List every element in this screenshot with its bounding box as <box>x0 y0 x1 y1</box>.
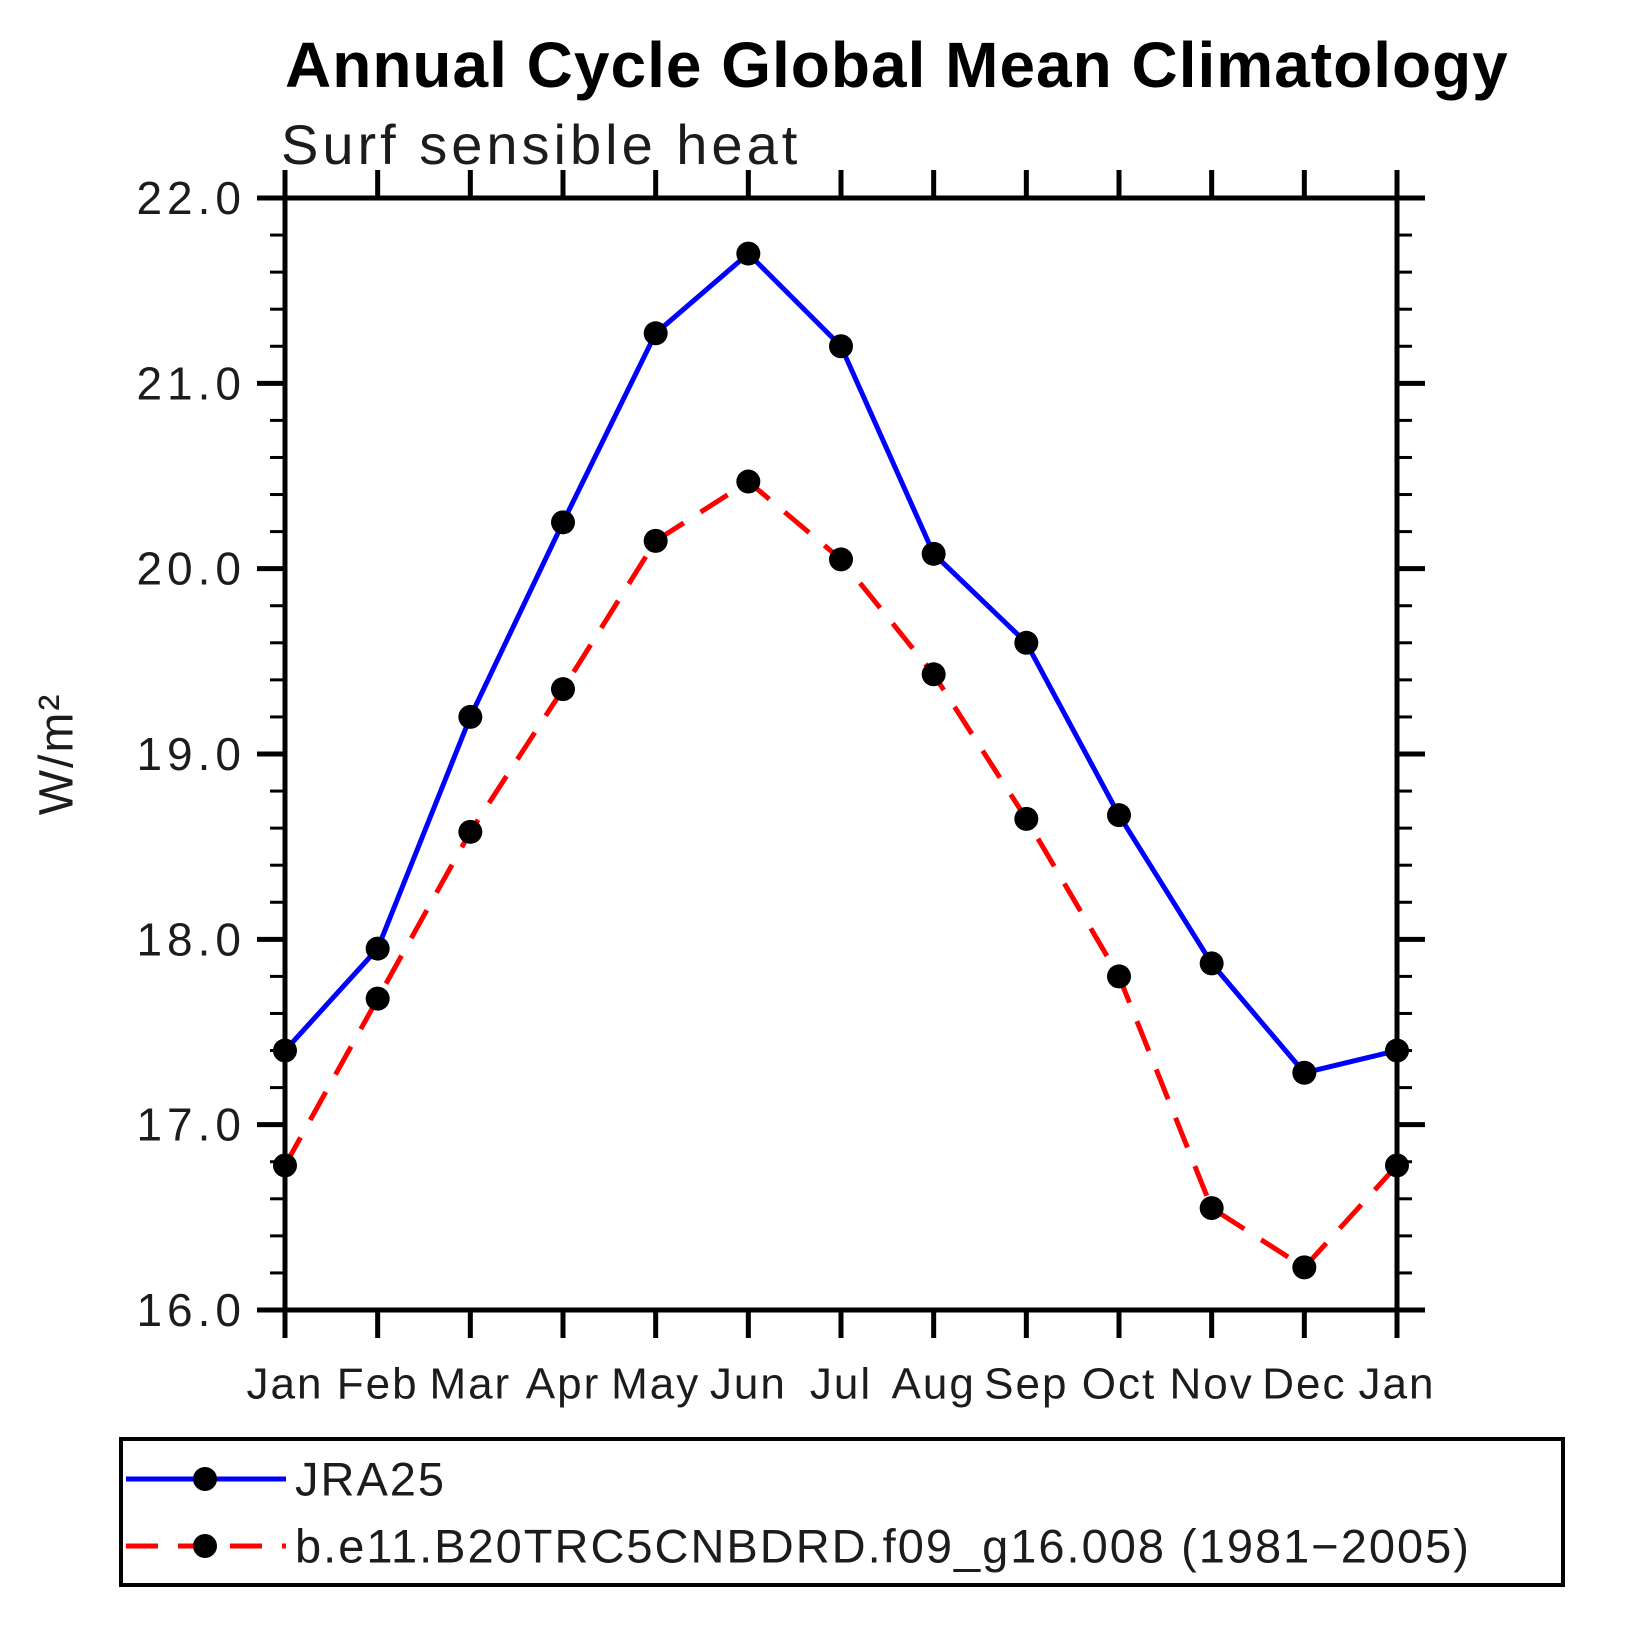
data-point-1-Nov <box>1199 1196 1224 1221</box>
x-tick-label: Feb <box>337 1360 419 1409</box>
data-point-1-Jan <box>273 1153 297 1178</box>
data-point-1-Jan <box>1385 1153 1409 1178</box>
plot-frame <box>282 195 1400 1313</box>
legend-label-jra25: JRA25 <box>295 1453 446 1506</box>
x-tick-label: Apr <box>526 1360 600 1409</box>
data-point-0-Jan <box>1385 1038 1409 1063</box>
data-point-1-Apr <box>551 677 575 702</box>
axes-group: 16.0 17.0 18.0 19.0 20.0 21.0 22.0 Jan Feb Mar Apr… <box>136 170 1436 1409</box>
data-point-1-Jun <box>736 469 761 494</box>
data-point-1-Sep <box>1014 806 1039 831</box>
series-group <box>273 241 1409 1280</box>
data-point-1-Dec <box>1292 1255 1317 1280</box>
x-tick-label: Nov <box>1170 1360 1254 1409</box>
y-tick-label: 19.0 <box>136 728 246 780</box>
data-point-0-Nov <box>1199 951 1224 976</box>
series-line-1 <box>282 479 1399 1270</box>
x-tick-label: Aug <box>892 1360 976 1409</box>
legend-marker-jra25 <box>193 1467 217 1491</box>
data-point-1-May <box>643 528 668 553</box>
y-tick-label: 16.0 <box>136 1284 246 1336</box>
data-point-0-May <box>643 321 668 346</box>
data-point-0-Dec <box>1292 1060 1317 1085</box>
chart-title: Annual Cycle Global Mean Climatology <box>285 29 1509 101</box>
x-tick-label: Oct <box>1082 1360 1156 1409</box>
data-point-0-Jul <box>829 334 853 359</box>
x-tick-label: Jun <box>710 1360 787 1409</box>
x-tick-label: Mar <box>429 1360 511 1409</box>
y-tick-label: 22.0 <box>136 172 246 224</box>
data-point-0-Feb <box>365 936 390 961</box>
x-tick-label: Jan <box>1359 1360 1436 1409</box>
data-point-1-Jul <box>829 547 853 572</box>
y-tick-label: 17.0 <box>136 1099 246 1151</box>
data-point-0-Mar <box>458 704 483 729</box>
data-point-0-Aug <box>921 541 946 566</box>
chart-subtitle: Surf sensible heat <box>281 113 802 176</box>
data-point-0-Oct <box>1107 803 1131 828</box>
data-point-0-Jan <box>273 1038 297 1063</box>
x-tick-label: Sep <box>984 1360 1068 1409</box>
data-point-1-Aug <box>921 662 946 687</box>
data-point-1-Oct <box>1107 964 1131 989</box>
data-point-1-Feb <box>365 986 390 1011</box>
legend-marker-model <box>193 1534 217 1558</box>
y-tick-label: 21.0 <box>136 357 246 409</box>
data-point-0-Sep <box>1014 630 1039 655</box>
x-tick-label: Dec <box>1262 1360 1346 1409</box>
data-point-1-Mar <box>458 819 483 844</box>
x-tick-label: Jan <box>247 1360 324 1409</box>
x-tick-label: May <box>611 1360 700 1409</box>
legend-label-model: b.e11.B20TRC5CNBDRD.f09_g16.008 (1981−20… <box>295 1520 1471 1573</box>
data-point-0-Jun <box>736 241 761 266</box>
data-point-0-Apr <box>551 510 575 535</box>
x-tick-label: Jul <box>810 1360 872 1409</box>
y-tick-label: 20.0 <box>136 543 246 595</box>
series-line-0 <box>283 251 1398 1076</box>
legend-box <box>119 1437 1565 1587</box>
y-tick-label: 18.0 <box>136 913 246 965</box>
